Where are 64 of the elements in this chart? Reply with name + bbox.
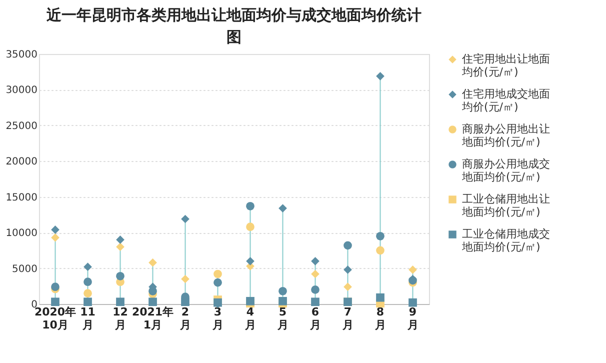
legend-label: 住宅用地出让地面均价(元/㎡) [461,52,550,78]
point [376,246,384,255]
point [246,202,254,210]
point [84,289,92,298]
point [344,241,352,250]
legend-label: 工业仓储用地出让地面均价(元/㎡) [461,192,550,218]
x-tick-label: 12月 [112,306,128,332]
point [181,298,190,306]
point [311,270,320,278]
x-tick-label: 4月 [244,306,256,332]
point [84,278,92,286]
y-tick-label: 30000 [6,85,38,96]
chart-title: 近一年昆明市各类用地出让地面均价与成交地面均价统计图 [46,6,422,46]
legend-label: 商服办公用地成交地面均价(元/㎡) [461,158,550,184]
y-tick-label: 35000 [6,50,38,60]
point [51,226,60,234]
point [311,256,320,266]
point [246,222,254,232]
point [214,270,222,278]
x-tick-label: 11月 [80,306,96,332]
x-tick-label: 8月 [374,306,386,332]
x-tick-label: 2020年10月 [34,306,76,332]
x-tick-label: 5月 [276,306,288,332]
point [376,72,384,80]
x-tick-label: 2月 [178,306,191,332]
y-tick-label: 5000 [12,264,38,275]
legend-label: 工业仓储用地成交地面均价(元/㎡) [461,228,550,254]
y-tick-label: 10000 [6,228,38,240]
point [246,296,254,306]
point [51,298,60,306]
point [246,256,254,266]
y-tick-label: 25000 [6,120,38,132]
point [116,236,124,244]
point [278,204,287,212]
point [148,258,157,267]
point [311,286,320,294]
point [408,266,417,274]
x-tick-label: 9月 [406,306,418,332]
x-tick-label: 6月 [308,306,321,332]
point [278,286,287,296]
x-tick-label: 7月 [341,306,354,332]
legend-label: 商服办公用地出让地面均价(元/㎡) [461,122,550,148]
point [376,232,384,240]
point [344,282,352,292]
point [181,274,190,284]
point [181,214,190,224]
point [214,278,222,287]
x-tick-label: 2021年1月 [132,306,174,332]
point [51,233,60,242]
point [84,298,92,306]
point [344,266,352,274]
point [408,298,417,307]
point [116,242,124,252]
point [311,298,320,306]
y-tick-label: 15000 [6,192,38,204]
point [376,293,384,302]
legend-label: 住宅用地成交地面均价(元/㎡) [461,88,550,114]
point [148,298,157,306]
point [116,298,124,306]
point [84,262,92,272]
x-tick-label: 3月 [211,306,224,332]
y-tick-label: 20000 [6,156,38,168]
point [278,296,287,306]
point [116,272,124,280]
